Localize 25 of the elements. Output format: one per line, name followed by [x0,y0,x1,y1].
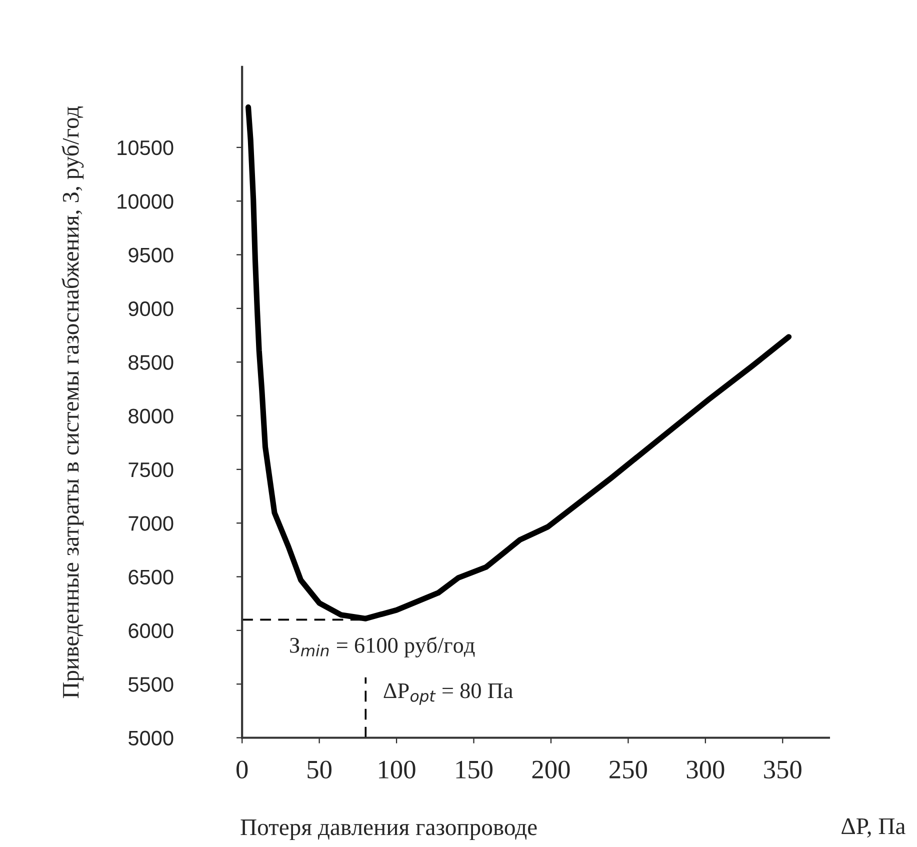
y-tick-label: 8000 [128,408,174,424]
x-tick-label: 350 [764,760,802,779]
x-tick-label: 150 [456,760,493,779]
y-tick-label: 8500 [128,355,174,370]
y-tick-label: 7500 [128,462,174,478]
y-tick-label: 5000 [128,730,174,746]
text: ΔP, Па [842,818,906,838]
x-tick-label: 300 [686,760,724,779]
y-tick-label: 6500 [128,570,174,584]
y-tick-label: 5500 [128,677,174,692]
x-tick-label: 100 [379,760,416,779]
annotation: ΔP$_{opt}$ = 80 Па [384,683,513,705]
y-tick-label: 10000 [118,194,174,209]
x-axis-title: Потеря давления газопроводе [240,820,537,840]
y-tick-label: 9000 [128,301,174,316]
y-tick-label: 10500 [118,140,174,156]
x-tick-label: 50 [308,760,332,779]
x-tick-label: 200 [532,760,570,779]
y-tick-label: 9500 [128,248,174,262]
x-tick-label: 0 [236,760,248,779]
y-axis-title: Приведенные затраты в системы газоснабжения, З, руб/год [62,106,84,698]
y-tick-label: 7000 [128,516,174,531]
x-tick-label: 250 [610,760,647,779]
y-tick-label: 6000 [128,623,174,638]
annotation: З$_{min}$ = 6100 руб/год [290,636,475,658]
